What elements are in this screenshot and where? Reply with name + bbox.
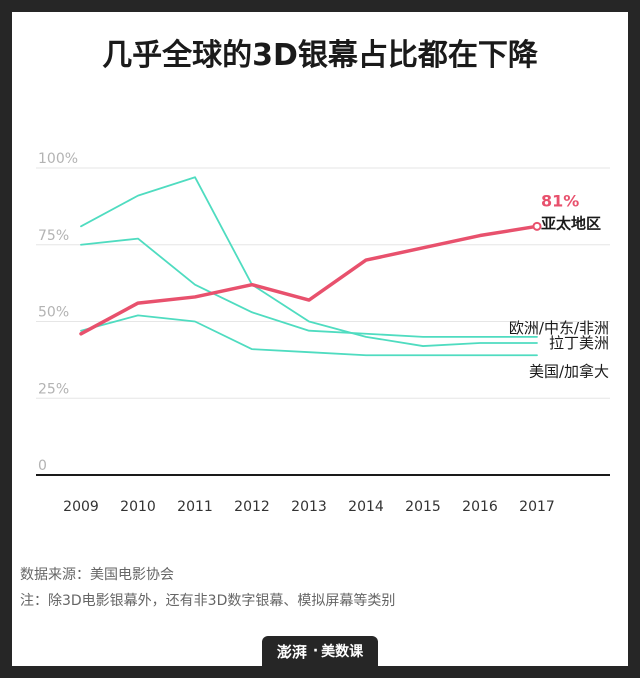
y-tick-label: 0 bbox=[38, 458, 47, 474]
x-tick-label: 2014 bbox=[348, 499, 384, 515]
x-tick-label: 2009 bbox=[63, 499, 99, 515]
series-line bbox=[80, 314, 538, 357]
series-name-label: 拉丁美洲 bbox=[549, 334, 609, 352]
x-tick-label: 2017 bbox=[519, 499, 555, 515]
x-tick-label: 2015 bbox=[405, 499, 441, 515]
y-tick-label: 50% bbox=[38, 305, 69, 321]
x-tick-label: 2011 bbox=[177, 499, 213, 515]
x-tick-label: 2012 bbox=[234, 499, 270, 515]
series-end-marker bbox=[532, 221, 542, 231]
line-chart: 0 25% 50% 75% 100% 2009 2010 2011 2012 2013 2014 20… bbox=[36, 151, 610, 515]
y-tick-label: 25% bbox=[38, 381, 69, 397]
brand-logo: 澎湃 bbox=[276, 642, 307, 661]
series-line bbox=[80, 237, 538, 338]
chart-title: 几乎全球的3D银幕占比都在下降 bbox=[102, 38, 538, 73]
series-name-label: 欧洲/中东/非洲 bbox=[509, 319, 609, 337]
series-line bbox=[80, 176, 538, 347]
y-tick-label: 75% bbox=[38, 228, 69, 244]
data-source: 数据来源：美国电影协会 bbox=[20, 567, 174, 583]
series-value-label: 81% bbox=[541, 191, 579, 210]
x-tick-label: 2010 bbox=[120, 499, 156, 515]
chart-card: 几乎全球的3D银幕占比都在下降 0 25% 50% 75% 100% 2009 2010 20… bbox=[12, 12, 628, 666]
brand-badge: 澎湃 · 美数课 bbox=[262, 636, 378, 666]
brand-name: 美数课 bbox=[321, 644, 364, 660]
x-tick-label: 2013 bbox=[291, 499, 327, 515]
y-tick-label: 100% bbox=[38, 151, 78, 167]
brand-separator-icon: · bbox=[312, 643, 319, 659]
footnote: 注：除3D电影银幕外，还有非3D数字银幕、模拟屏幕等类别 bbox=[20, 593, 396, 609]
x-tick-label: 2016 bbox=[462, 499, 498, 515]
series-line bbox=[79, 224, 539, 336]
series-name-label: 亚太地区 bbox=[541, 214, 601, 232]
series-name-label: 美国/加拿大 bbox=[529, 362, 609, 380]
